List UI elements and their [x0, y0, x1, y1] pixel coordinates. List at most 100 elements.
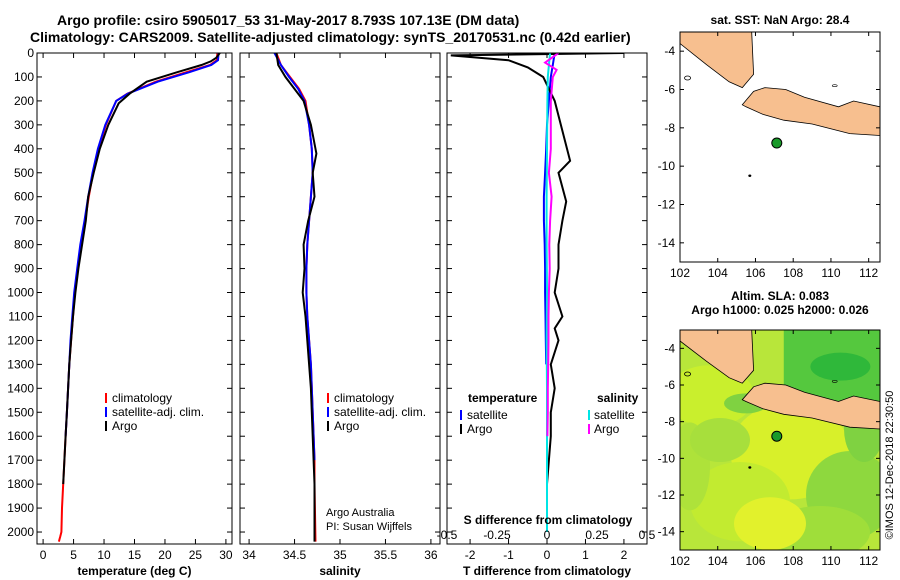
legend-heading-salinity: salinity: [597, 391, 639, 405]
x-axis-label: salinity: [319, 564, 361, 578]
legend-label: satellite: [594, 408, 635, 422]
x-tick-label: -2: [465, 548, 476, 562]
x-tick-label: 112: [859, 554, 878, 568]
map-frame: [679, 329, 881, 551]
x-tick-label: 104: [708, 554, 728, 568]
y-tick-label: 1600: [7, 429, 34, 443]
x-tick-label: 34: [242, 548, 256, 562]
profile-panel-2: 34 34.5 35 35.5 36 salinity: [239, 52, 441, 578]
legend-label: climatology: [112, 391, 172, 405]
y-tick-label: 1100: [8, 309, 34, 323]
legend-label: Argo: [594, 422, 620, 436]
java-land: [741, 382, 880, 430]
x-tick-label: 30: [219, 548, 233, 562]
y-tick-label: -10: [658, 159, 676, 173]
island-christmas: [748, 466, 752, 469]
x2-tick-label: 0.25: [585, 528, 609, 542]
x2-tick-label: 0.5: [639, 528, 656, 542]
y-tick-label: -10: [658, 451, 676, 465]
series-line-temperature-satellite: [542, 53, 556, 365]
x-tick-label: 108: [783, 266, 803, 280]
island-enggano: [684, 371, 691, 377]
y-tick-label: -4: [664, 44, 675, 58]
y-tick-label: 100: [14, 70, 34, 84]
x2-tick-label: 0: [544, 528, 551, 542]
x-tick-label: 106: [745, 554, 765, 568]
series-line-argo: [275, 53, 318, 542]
series-line-satellite-adj-clim-: [64, 53, 220, 437]
figure-title-line1: Argo profile: csiro 5905017_53 31-May-20…: [57, 12, 520, 28]
x-tick-label: 15: [128, 548, 142, 562]
x-tick-label: 102: [670, 266, 690, 280]
x2-tick-label: -0.25: [483, 528, 511, 542]
y-tick-label: 1200: [7, 333, 34, 347]
x-tick-label: -1: [503, 548, 514, 562]
sla-blob: [734, 497, 806, 550]
x-tick-label: 0: [40, 548, 47, 562]
x-tick-label: 104: [708, 266, 728, 280]
argo-float-marker: [771, 137, 783, 149]
y-tick-label: 400: [14, 142, 34, 156]
y-tick-label: 600: [14, 190, 34, 204]
map-frame: [679, 31, 881, 263]
x-tick-label: 102: [670, 554, 690, 568]
island-karimunjawa: [831, 84, 838, 87]
profile-panel-1: 0 5 10 15 20 25 300100200300400500600700800900…: [7, 46, 233, 578]
y-tick-label: 800: [14, 238, 34, 252]
x-tick-label: 35.5: [374, 548, 398, 562]
legend-label: satellite-adj. clim.: [334, 405, 426, 419]
x-tick-label: 35: [333, 548, 347, 562]
y-tick-label: 1800: [7, 477, 34, 491]
series-line-salinity-satellite: [545, 53, 552, 532]
y-tick-label: 1900: [7, 501, 34, 515]
series-line-argo: [62, 53, 221, 485]
map-title: sat. SST: NaN Argo: 28.4: [711, 13, 850, 27]
credit-pi: PI: Susan Wijffels: [326, 521, 412, 533]
x-tick-label: 25: [189, 548, 203, 562]
series-line-salinity-argo: [543, 53, 560, 437]
credit-argo-australia: Argo Australia: [326, 507, 395, 519]
x-tick-label: 112: [859, 266, 878, 280]
x-tick-label: 110: [821, 266, 840, 280]
y-tick-label: -14: [658, 525, 676, 539]
map-title: Altim. SLA: 0.083: [731, 289, 829, 303]
x2-axis-label: S difference from climatology: [464, 513, 633, 527]
legend-label: satellite: [467, 408, 508, 422]
y-tick-label: 2000: [7, 525, 34, 539]
sla-blob: [810, 352, 871, 381]
imos-watermark: ©IMOS 12-Dec-2018 22:30:50: [884, 391, 896, 540]
x-tick-label: 0: [544, 548, 551, 562]
legend-label: Argo: [112, 419, 138, 433]
map-subtitle: Argo h1000: 0.025 h2000: 0.026: [691, 303, 869, 317]
y-tick-label: 1400: [7, 381, 34, 395]
x-tick-label: 36: [424, 548, 438, 562]
x-tick-label: 106: [745, 266, 765, 280]
profile-panel-3: -2 -1 0 1 2 T difference from climatology: [446, 52, 648, 578]
x-tick-label: 1: [582, 548, 589, 562]
y-tick-label: 0: [27, 46, 34, 60]
island-karimunjawa: [831, 380, 838, 383]
y-tick-label: 1500: [7, 405, 34, 419]
legend-panel-3: temperature salinitysatelliteArgosatellit…: [437, 391, 656, 542]
figure-title-line2: Climatology: CARS2009. Satellite-adjuste…: [30, 29, 631, 45]
y-tick-label: 900: [14, 262, 34, 276]
map-panel-1: 102 104 106 108 110 112 -4 -6 -8 -10 -12 -14 sat. SS…: [658, 13, 881, 280]
y-tick-label: -8: [664, 121, 675, 135]
legend-label: satellite-adj. clim.: [112, 405, 204, 419]
series-line-satellite-adj-clim-: [273, 53, 316, 461]
y-tick-label: 1700: [7, 453, 34, 467]
sumatra-land: [680, 330, 755, 384]
x-axis-label: temperature (deg C): [77, 564, 191, 578]
y-tick-label: -12: [658, 198, 676, 212]
island-christmas: [748, 174, 752, 177]
y-tick-label: 1000: [7, 286, 34, 300]
series-line-climatology: [57, 53, 219, 542]
legend-heading-temperature: temperature: [468, 391, 538, 405]
y-tick-label: -6: [664, 83, 675, 97]
sla-blob: [690, 418, 750, 462]
map-content: [680, 32, 880, 177]
y-tick-label: 700: [14, 214, 34, 228]
y-tick-label: 500: [14, 166, 34, 180]
